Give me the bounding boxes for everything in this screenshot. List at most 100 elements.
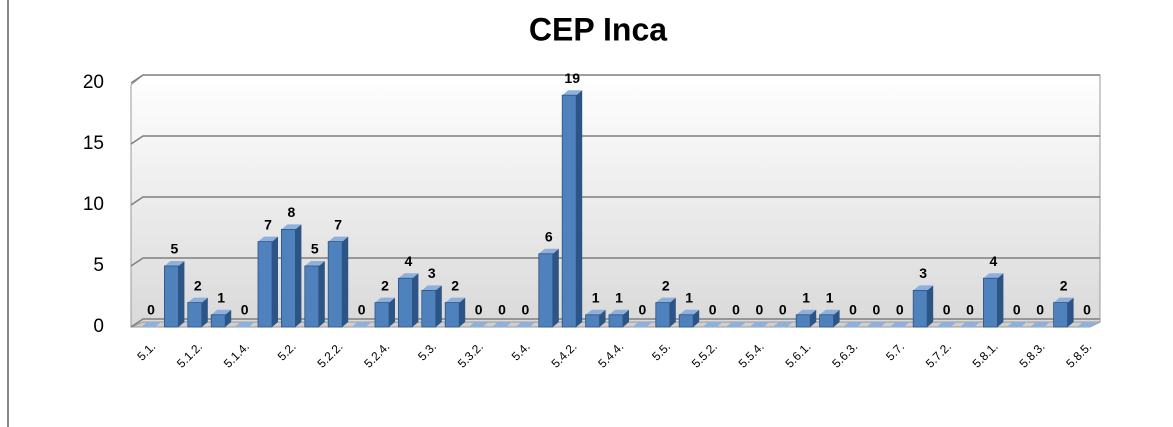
data-label: 0: [756, 302, 764, 318]
data-label: 0: [241, 302, 249, 318]
y-tick-label: 5: [93, 255, 104, 276]
data-label: 5: [171, 241, 179, 257]
bar: [1053, 302, 1068, 328]
y-tick-label: 10: [83, 194, 104, 215]
bar-side: [576, 90, 583, 327]
x-tick-label: 5.2.2.: [314, 339, 345, 370]
bar-top: [983, 273, 1004, 279]
bar: [912, 289, 928, 328]
x-tick-label: 5.6.3.: [829, 339, 860, 370]
bar-top: [1077, 322, 1097, 327]
bar-top: [468, 322, 489, 327]
data-label: 0: [639, 302, 647, 318]
data-label: 0: [943, 302, 951, 318]
data-label: 0: [709, 302, 717, 318]
bar-top: [772, 322, 793, 327]
bar-top: [515, 322, 536, 327]
data-label: 1: [217, 290, 225, 306]
bar-top: [632, 322, 653, 327]
x-tick-label: 5.3.: [415, 339, 439, 363]
data-label: 0: [1013, 302, 1021, 318]
data-label: 19: [564, 70, 580, 86]
x-tick-label: 5.4.: [509, 339, 533, 363]
bar-top: [351, 322, 372, 327]
data-label: 4: [405, 253, 413, 269]
bar: [983, 277, 998, 328]
y-tick-label: 0: [93, 316, 104, 337]
grid-line: [130, 135, 1100, 145]
x-tick-label: 5.1.: [134, 339, 158, 363]
bar-top: [304, 261, 325, 266]
data-label: 6: [545, 229, 553, 245]
bar: [538, 253, 554, 328]
data-label: 3: [919, 265, 927, 281]
grid-line: [130, 318, 1100, 328]
bar-top: [211, 309, 232, 315]
bar-top: [141, 322, 161, 327]
bar-side: [693, 309, 700, 327]
bar-top: [913, 285, 934, 291]
bar-side: [1067, 297, 1074, 327]
grid-line: [130, 74, 1100, 84]
x-tick-label: 5.8.3.: [1016, 339, 1047, 370]
x-tick-label: 5.8.1.: [970, 339, 1001, 370]
data-label: 1: [826, 290, 834, 306]
bar-side: [459, 297, 466, 327]
bar-top: [609, 309, 629, 315]
bar: [561, 94, 577, 328]
bar-top: [398, 273, 419, 279]
bar-side: [342, 236, 349, 327]
bar-top: [679, 309, 700, 315]
data-label: 0: [522, 302, 530, 318]
data-label: 0: [849, 302, 857, 318]
data-label: 5: [311, 241, 319, 257]
bar-top: [960, 322, 980, 327]
x-tick-label: 5.4.2.: [548, 339, 579, 370]
chart-title: CEP Inca: [529, 11, 667, 47]
bar: [280, 228, 296, 328]
data-label: 2: [662, 277, 670, 293]
bar-side: [669, 297, 676, 327]
bar-top: [281, 224, 302, 230]
data-label: 0: [896, 302, 904, 318]
bar-side: [623, 309, 629, 327]
x-tick-label: 5.5.: [649, 339, 673, 363]
bar-top: [1053, 297, 1074, 303]
x-tick-label: 5.2.: [275, 339, 299, 363]
data-label: 1: [592, 290, 600, 306]
bar-side: [201, 297, 208, 327]
bar-side: [552, 248, 559, 327]
data-label: 0: [358, 302, 366, 318]
bar-top: [796, 309, 817, 315]
data-label: 0: [779, 302, 787, 318]
data-label: 0: [498, 302, 506, 318]
bar: [678, 314, 694, 328]
x-tick-label: 5.1.4.: [221, 339, 252, 370]
bar-top: [445, 297, 466, 303]
bar-side: [833, 309, 840, 327]
bar-top: [936, 322, 957, 327]
bar: [374, 302, 390, 328]
bar-top: [234, 322, 255, 327]
x-tick-label: 5.5.4.: [736, 339, 767, 370]
bar-side: [810, 309, 817, 327]
bar-top: [702, 322, 723, 327]
data-label: 4: [990, 253, 998, 269]
bar: [397, 277, 413, 328]
data-label: 2: [1060, 277, 1068, 293]
bar-top: [562, 90, 583, 96]
data-label: 7: [264, 216, 272, 232]
bar-side: [225, 309, 232, 327]
data-label: 2: [451, 277, 459, 293]
data-label: 2: [194, 277, 202, 293]
bar-top: [538, 248, 559, 254]
bar-top: [866, 322, 887, 327]
bar-top: [585, 309, 606, 315]
grid-line: [130, 196, 1100, 206]
bar-top: [1006, 322, 1027, 327]
grid-line: [130, 257, 1100, 267]
x-tick-label: 5.1.2.: [174, 339, 205, 370]
bar-top: [819, 309, 840, 315]
data-label: 0: [1036, 302, 1044, 318]
